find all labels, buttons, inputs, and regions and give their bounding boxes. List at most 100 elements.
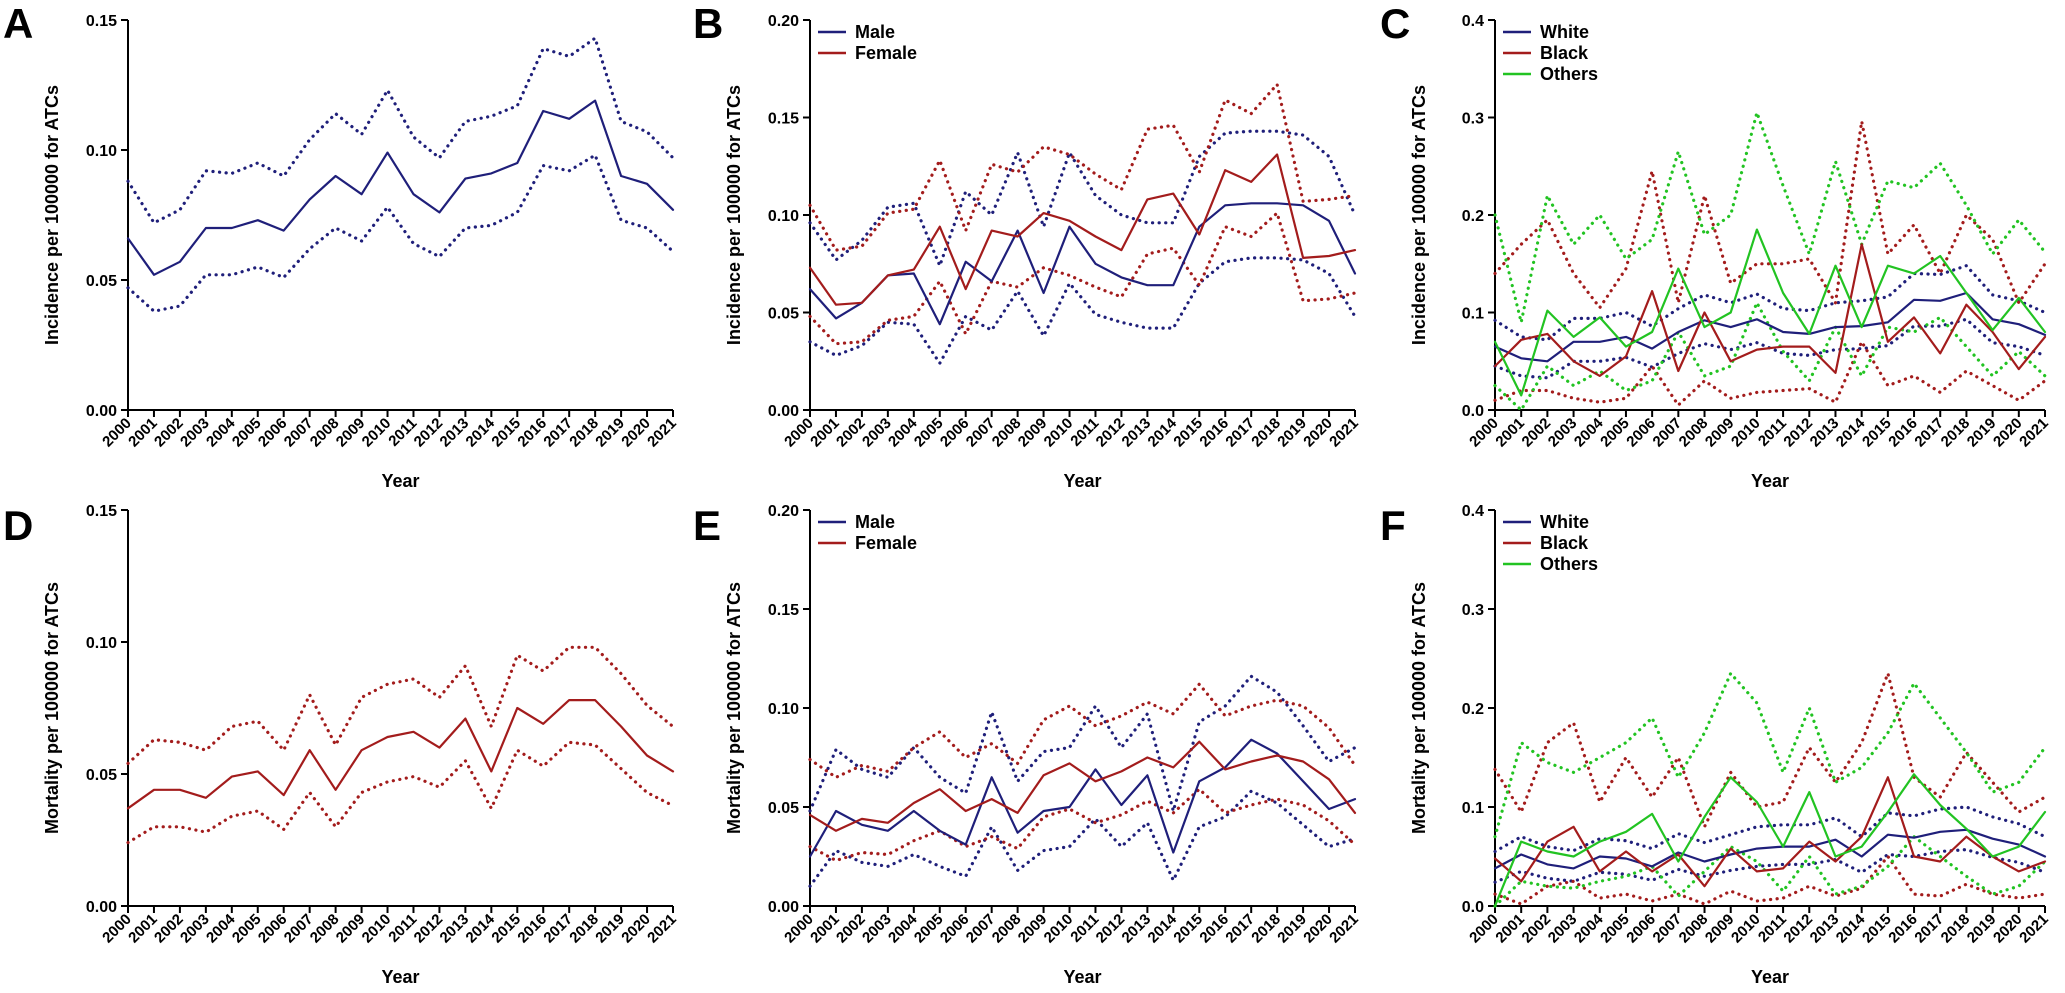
x-tick-label: 2007 bbox=[963, 415, 999, 451]
x-tick-label: 2009 bbox=[1015, 911, 1051, 947]
panel-letter: C bbox=[1380, 0, 1410, 47]
series-line-white-upper-ci bbox=[1493, 805, 2047, 854]
x-tick-label: 2005 bbox=[229, 415, 265, 451]
series-line-black-lower-ci bbox=[1493, 854, 2047, 906]
legend-label: Black bbox=[1540, 43, 1589, 63]
legend-label: White bbox=[1540, 512, 1589, 532]
x-tick-label: 2015 bbox=[1170, 911, 1206, 947]
legend-label: Male bbox=[855, 512, 895, 532]
x-tick-label: 2003 bbox=[177, 415, 213, 451]
series-line-female-upper-ci bbox=[808, 682, 1357, 779]
x-tick-label: 2010 bbox=[1728, 911, 1764, 947]
x-tick-label: 2005 bbox=[1597, 415, 1633, 451]
legend-label: Male bbox=[855, 22, 895, 42]
x-tick-label: 2002 bbox=[833, 415, 869, 451]
panel-c: C 0.0 0.1 0.2 0.3 0.4 200020012002200320042005… bbox=[1380, 0, 2052, 491]
x-tick-label: 2018 bbox=[566, 415, 602, 451]
panel-letter: B bbox=[693, 0, 723, 47]
x-tick-label: 2000 bbox=[1466, 911, 1502, 947]
series-line-incidence-lower-ci bbox=[126, 153, 675, 313]
y-tick-label: 0.00 bbox=[768, 899, 799, 916]
panel-letter: D bbox=[3, 502, 33, 549]
x-tick-label: 2002 bbox=[833, 911, 869, 947]
x-tick-label: 2020 bbox=[1990, 415, 2026, 451]
x-tick-label: 2000 bbox=[781, 415, 817, 451]
y-tick-label: 0.00 bbox=[86, 403, 117, 420]
x-tick-label: 2006 bbox=[255, 911, 291, 947]
series-line-mortality-lower-ci bbox=[126, 740, 675, 845]
series-line-female bbox=[808, 740, 1357, 832]
x-tick-label: 2015 bbox=[1859, 415, 1895, 451]
y-tick-label: 0.05 bbox=[768, 306, 799, 323]
x-tick-label: 2016 bbox=[514, 415, 550, 451]
x-tick-label: 2014 bbox=[1833, 910, 1869, 946]
series-line-male-upper-ci bbox=[808, 674, 1357, 813]
y-tick-label: 0.10 bbox=[86, 143, 117, 160]
x-tick-label: 2020 bbox=[1300, 911, 1336, 947]
series-line-female-upper-ci bbox=[808, 82, 1357, 252]
panel-f: F 0.0 0.1 0.2 0.3 0.4 200020012002200320042005… bbox=[1380, 502, 2052, 987]
x-tick-label: 2000 bbox=[99, 911, 135, 947]
x-tick-label: 2013 bbox=[1807, 911, 1843, 947]
x-tick-label: 2017 bbox=[540, 911, 576, 947]
series-line-others bbox=[1493, 228, 2047, 397]
x-tick-label: 2009 bbox=[1015, 415, 1051, 451]
x-tick-label: 2009 bbox=[1702, 415, 1738, 451]
x-tick-label: 2006 bbox=[1623, 415, 1659, 451]
x-tick-label: 2007 bbox=[963, 911, 999, 947]
series-line-others bbox=[1493, 773, 2047, 908]
x-tick-label: 2003 bbox=[859, 911, 895, 947]
x-tick-label: 2021 bbox=[1326, 911, 1362, 947]
x-tick-label: 2015 bbox=[1170, 415, 1206, 451]
x-tick-label: 2013 bbox=[1807, 415, 1843, 451]
x-tick-label: 2018 bbox=[1248, 911, 1284, 947]
x-tick-label: 2020 bbox=[618, 415, 654, 451]
series-line-others-upper-ci bbox=[1493, 671, 2047, 839]
series-line-female-lower-ci bbox=[808, 787, 1357, 863]
series-line-others-lower-ci bbox=[1493, 301, 2047, 412]
legend-label: Others bbox=[1540, 554, 1598, 574]
series-line-male bbox=[808, 202, 1357, 326]
y-axis-title: Incidence per 100000 for ATCs bbox=[724, 85, 744, 345]
x-tick-label: 2008 bbox=[307, 415, 343, 451]
y-tick-label: 0.10 bbox=[768, 701, 799, 718]
series-line-white bbox=[1493, 828, 2047, 870]
x-tick-label: 2008 bbox=[307, 911, 343, 947]
x-tick-label: 2017 bbox=[1222, 911, 1258, 947]
x-tick-label: 2001 bbox=[807, 415, 843, 451]
y-tick-label: 0.1 bbox=[1462, 800, 1484, 817]
x-tick-label: 2016 bbox=[1196, 911, 1232, 947]
x-tick-label: 2012 bbox=[1093, 911, 1129, 947]
x-tick-label: 2003 bbox=[1545, 415, 1581, 451]
x-tick-label: 2010 bbox=[1728, 415, 1764, 451]
y-tick-label: 0.15 bbox=[768, 602, 799, 619]
y-tick-label: 0.4 bbox=[1462, 13, 1484, 30]
x-tick-label: 2008 bbox=[989, 415, 1025, 451]
x-tick-label: 2003 bbox=[859, 415, 895, 451]
x-tick-label: 2019 bbox=[592, 415, 628, 451]
series-line-female bbox=[808, 153, 1357, 306]
x-tick-label: 2007 bbox=[1650, 415, 1686, 451]
y-tick-label: 0.10 bbox=[86, 635, 117, 652]
x-tick-label: 2007 bbox=[281, 415, 317, 451]
y-axis-title: Mortality per 100000 for ATCs bbox=[724, 582, 744, 834]
x-tick-label: 2010 bbox=[1041, 415, 1077, 451]
series-line-mortality-upper-ci bbox=[126, 645, 675, 766]
x-tick-label: 2016 bbox=[1196, 415, 1232, 451]
x-tick-label: 2019 bbox=[1964, 911, 2000, 947]
y-tick-label: 0.00 bbox=[768, 403, 799, 420]
legend-label: Female bbox=[855, 533, 917, 553]
x-axis-title: Year bbox=[1751, 471, 1789, 491]
x-tick-label: 2013 bbox=[1119, 911, 1155, 947]
x-tick-label: 2005 bbox=[229, 911, 265, 947]
x-tick-label: 2012 bbox=[1780, 415, 1816, 451]
x-tick-label: 2009 bbox=[333, 911, 369, 947]
x-tick-label: 2011 bbox=[1755, 415, 1790, 450]
x-tick-label: 2013 bbox=[437, 415, 473, 451]
x-tick-label: 2006 bbox=[1623, 911, 1659, 947]
x-tick-label: 2012 bbox=[411, 415, 447, 451]
x-tick-label: 2011 bbox=[1067, 415, 1102, 450]
series-line-incidence bbox=[126, 99, 675, 276]
